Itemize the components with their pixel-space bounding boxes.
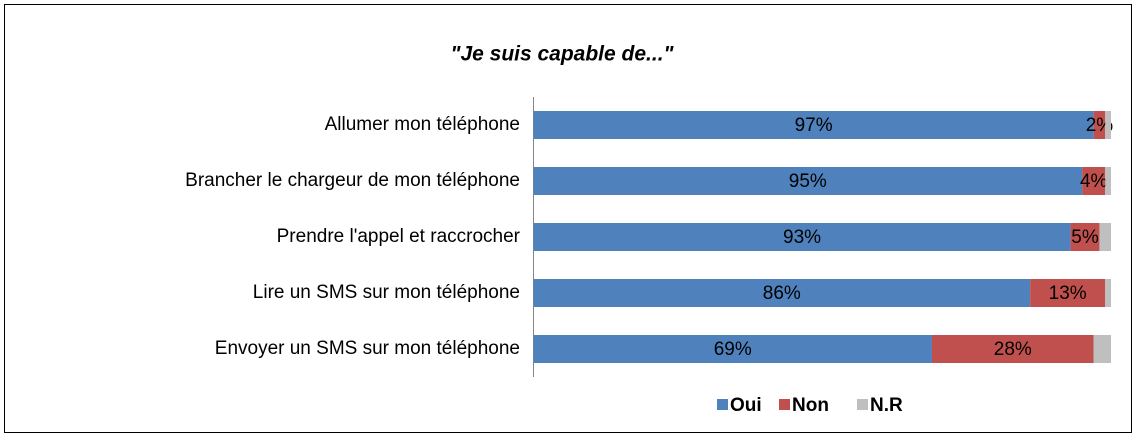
data-label: 5% <box>1071 227 1099 248</box>
bar-segment <box>1070 223 1100 251</box>
y-tick-label: Prendre l'appel et raccrocher <box>277 226 521 247</box>
legend-swatch <box>779 399 790 410</box>
legend-label: N.R <box>870 395 903 416</box>
bar-segment <box>1105 167 1111 195</box>
bar-segment <box>1093 335 1111 363</box>
bar-segment <box>1105 111 1111 139</box>
bar-segment <box>533 167 1083 195</box>
data-label: 28% <box>994 339 1032 360</box>
bar-segment <box>533 223 1071 251</box>
chart-title: "Je suis capable de..." <box>450 43 674 66</box>
y-tick-label: Brancher le chargeur de mon téléphone <box>185 170 520 191</box>
y-tick-label: Lire un SMS sur mon téléphone <box>253 282 520 303</box>
bar-segment <box>533 111 1094 139</box>
data-label: 69% <box>714 339 752 360</box>
bar-segment <box>931 335 1094 363</box>
legend-label: Oui <box>730 395 762 416</box>
data-label: 86% <box>763 283 801 304</box>
data-label: 93% <box>783 227 821 248</box>
bar-segment <box>1030 279 1106 307</box>
legend-swatch <box>717 399 728 410</box>
legend-label: Non <box>792 395 829 416</box>
y-tick-label: Allumer mon téléphone <box>325 114 520 135</box>
data-label: 95% <box>789 171 827 192</box>
y-tick-label: Envoyer un SMS sur mon téléphone <box>215 338 520 359</box>
data-label: 97% <box>795 115 833 136</box>
bar-segment <box>533 335 932 363</box>
bar-segment <box>1082 167 1106 195</box>
legend-swatch <box>857 399 868 410</box>
data-label: 4% <box>1080 171 1108 192</box>
bar-segment <box>1105 279 1111 307</box>
data-label: 13% <box>1049 283 1087 304</box>
chart-frame <box>4 4 1132 433</box>
bar-segment <box>1099 223 1111 251</box>
bar-segment <box>1093 111 1106 139</box>
bar-segment <box>533 279 1031 307</box>
